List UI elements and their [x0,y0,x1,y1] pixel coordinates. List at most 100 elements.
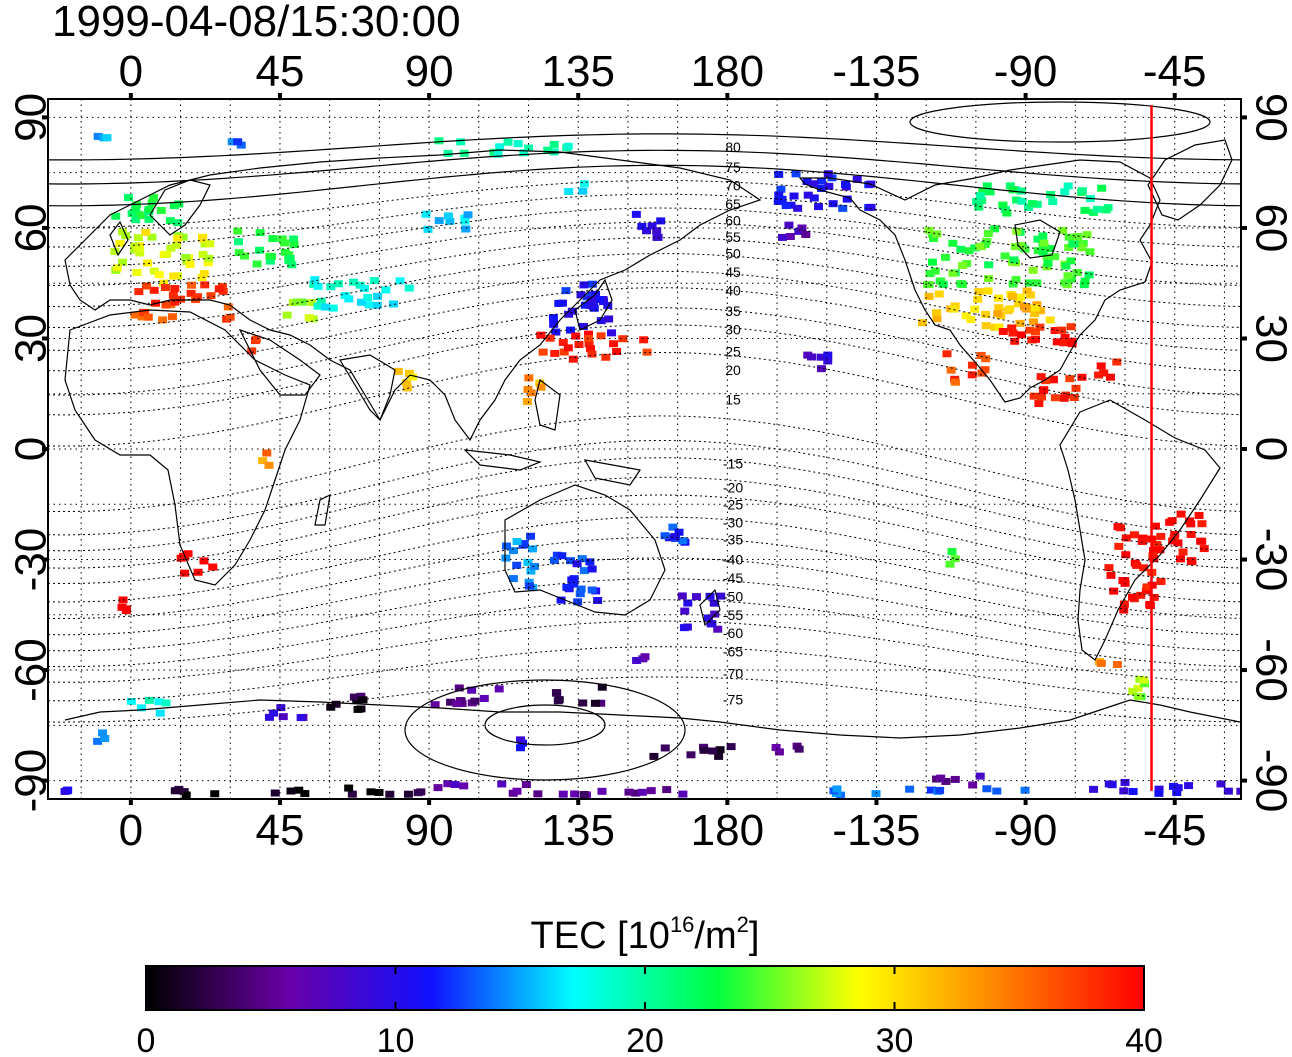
tec-cell [632,656,642,664]
lon-tick-top [1172,93,1177,99]
lon-label-top: -90 [994,47,1058,96]
contour-line [48,476,1241,569]
tec-cell [618,335,628,343]
tec-cell [1028,266,1038,274]
tec-cell [1005,182,1015,190]
tec-cell [1065,375,1075,383]
tec-cell [479,694,489,702]
tec-cell [1114,542,1124,550]
tec-cell [975,772,985,780]
tec-cell [1029,392,1039,400]
tec-cell [225,313,235,321]
lon-tick-top [128,93,133,99]
lat-label-right: 30 [1246,314,1292,363]
tec-cell [949,305,959,313]
tec-cell [977,197,987,205]
tec-cell [678,537,688,545]
tec-cell [470,697,480,705]
axis-ticks: 0045459090135135180180-135-135-90-90-45-… [7,47,1292,855]
tec-cell [964,247,974,255]
tec-cell [1199,545,1209,553]
lat-label-left: -60 [7,638,56,702]
tec-cell [586,345,596,353]
tec-patch [522,374,546,406]
tec-cell [1058,226,1068,234]
tec-cell [434,217,444,225]
tec-cell [579,567,589,575]
contour-line [48,180,1241,228]
tec-cell [956,280,966,288]
tec-cell [1042,263,1052,271]
tec-cell [572,560,582,568]
tec-cell [197,273,207,281]
tec-cell [1066,257,1076,265]
tec-cell [571,332,581,340]
tec-cell [974,203,984,211]
tec-cell [1010,243,1020,251]
tec-cell [373,292,383,300]
colorbar-tick-label: 30 [876,1022,914,1057]
tec-cell [1014,300,1024,308]
tec-patch [942,350,991,386]
contour-line [48,164,1241,207]
tec-cell [1071,384,1081,392]
tec-cell [703,614,713,622]
tec-cell [208,563,218,571]
contour-line [48,287,1241,372]
tec-cell [526,532,536,540]
contour-label: 45 [725,264,741,280]
lat-tick-right [1241,557,1247,562]
tec-cell [905,785,915,793]
tec-patch [433,780,531,792]
tec-patch [1089,778,1241,797]
tec-cell [166,244,176,252]
tec-cell [1036,373,1046,381]
tec-cell [173,787,183,795]
tec-patch [1104,522,1166,614]
lat-label-left: 30 [7,314,56,363]
contour-line [48,578,1241,652]
tec-cell [463,211,473,219]
tec-cell [233,138,243,146]
tec-patch [632,653,650,664]
tec-cell [1067,337,1077,345]
tec-cell [774,191,784,199]
tec-cell [607,329,617,337]
tec-patch [649,743,736,760]
tec-cell [823,357,833,365]
tec-cell [781,202,791,210]
tec-cell [1005,305,1015,313]
tec-cell [631,789,641,797]
tec-cell [185,261,195,269]
contour-label: 75 [725,159,741,175]
colorbar-title-main: TEC [10 [531,915,670,957]
tec-patch [227,138,246,149]
tec-cell [289,235,299,243]
contour-line [48,221,1241,286]
lon-label-bottom: 90 [405,806,454,855]
tec-cell [554,299,564,307]
tec-cell [1139,676,1149,684]
contour-label: -75 [723,692,743,708]
tec-cell [1042,253,1052,261]
tec-cell [838,204,848,212]
tec-cell [993,310,1003,318]
contour-label: -40 [723,552,743,568]
tec-patch [282,298,318,323]
tec-cell [356,692,366,700]
tec-cell [234,249,244,257]
lon-label-top: 45 [255,47,304,96]
lon-label-top: -45 [1143,47,1207,96]
tec-cell [582,293,592,301]
tec-cell [1030,328,1040,336]
tec-cell [1223,787,1233,795]
tec-cell [149,286,159,294]
tec-cell [1105,373,1115,381]
lat-label-right: -90 [1246,749,1292,813]
tec-cell [553,697,563,705]
tec-patch [972,182,1113,217]
tec-cell [307,299,317,307]
contour-line [48,324,1241,416]
tec-cell [578,322,588,330]
tec-cell [183,550,193,558]
